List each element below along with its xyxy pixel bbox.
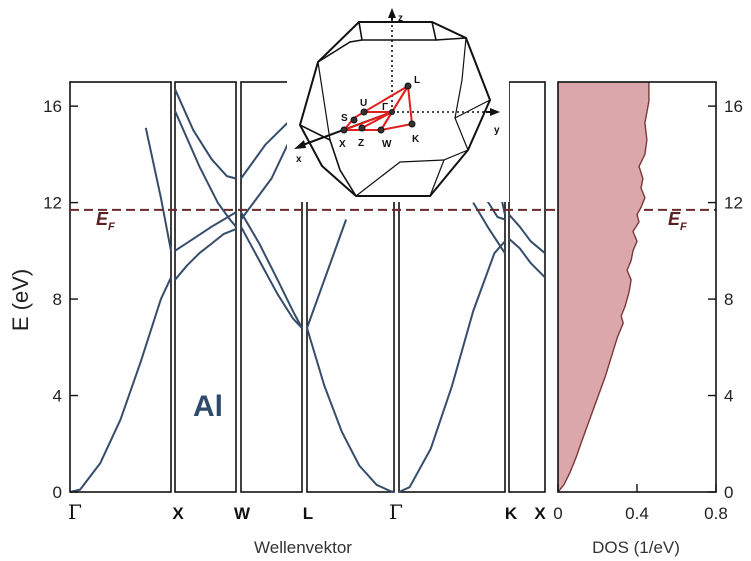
band-panel-5 — [508, 81, 546, 493]
ytick-right-label-1: 4 — [724, 387, 733, 406]
k-point-label-3: L — [303, 504, 313, 523]
bz-axis-x: x — [296, 154, 302, 165]
material-label: Al — [193, 390, 223, 423]
bz-label-z: z — [398, 13, 403, 24]
band-line-2-2 — [240, 119, 291, 180]
dos-curve — [557, 82, 650, 493]
bz-label-k: K — [412, 134, 420, 145]
band-line-1-3 — [174, 110, 237, 228]
band-line-0-1 — [144, 127, 172, 251]
bz-label-z-point: Z — [358, 138, 364, 149]
dos-x-axis-label: DOS (1/eV) — [592, 538, 680, 557]
ytick-left-label-2: 8 — [53, 290, 62, 309]
band-line-1-1 — [174, 211, 237, 252]
y-axis-ticks-right: 0 4 8 12 16 — [708, 97, 743, 502]
ytick-right-label-4: 16 — [724, 97, 743, 116]
band-panel-0 — [69, 81, 172, 493]
band-lines — [69, 88, 546, 493]
y-axis-label: E (eV) — [8, 269, 33, 331]
brillouin-zone-inset: z L U S Γ X Z W K x y — [287, 4, 509, 202]
x-axis-label: Wellenvektor — [254, 538, 352, 557]
k-point-label-0: Γ — [68, 500, 82, 524]
dos-xtick-label-1: 0.4 — [625, 504, 649, 523]
ytick-left-label-3: 12 — [43, 194, 62, 213]
band-line-2-0 — [240, 226, 303, 329]
bz-label-s: S — [341, 113, 348, 124]
band-line-5-0 — [508, 213, 546, 254]
bz-label-x: X — [339, 139, 346, 150]
band-line-4-0 — [398, 240, 506, 493]
bz-label-w: W — [382, 139, 392, 150]
ytick-left-label-1: 4 — [53, 387, 62, 406]
band-line-4-3 — [472, 202, 506, 254]
dos-fill — [558, 82, 649, 492]
y-axis-ticks-left: 0 4 8 12 16 — [43, 97, 78, 502]
ytick-left-label-4: 16 — [43, 97, 62, 116]
k-point-label-5: K — [505, 504, 518, 523]
band-line-1-0 — [174, 228, 237, 281]
ytick-right-label-0: 0 — [724, 483, 733, 502]
band-panel-1 — [174, 81, 237, 493]
fermi-label-left: EF — [96, 209, 115, 233]
bz-axis-y: y — [494, 125, 500, 136]
bz-label-u: U — [360, 98, 367, 109]
band-line-3-0 — [306, 327, 395, 493]
band-panel-2 — [240, 81, 303, 493]
fermi-label-right: EF — [668, 209, 687, 233]
k-point-label-2: W — [234, 504, 251, 523]
bz-label-gamma: Γ — [382, 102, 388, 113]
bz-label-l: L — [414, 75, 420, 86]
k-point-label-1: X — [172, 504, 184, 523]
ytick-left-label-0: 0 — [53, 483, 62, 502]
dos-panel — [557, 81, 717, 493]
band-line-2-1 — [240, 211, 303, 329]
band-line-2-3 — [240, 139, 291, 221]
ytick-right-label-2: 8 — [724, 290, 733, 309]
dos-x-ticks: 0 0.4 0.8 — [553, 484, 728, 523]
dos-xtick-label-2: 0.8 — [704, 504, 728, 523]
band-line-1-2 — [174, 88, 237, 180]
band-line-5-1 — [508, 238, 546, 279]
band-line-0-0 — [69, 276, 172, 493]
band-line-3-1 — [306, 219, 348, 329]
dos-xtick-label-0: 0 — [553, 504, 562, 523]
k-point-label-4: Γ — [389, 500, 403, 524]
ytick-right-label-3: 12 — [724, 194, 743, 213]
k-point-label-6: X — [534, 504, 546, 523]
